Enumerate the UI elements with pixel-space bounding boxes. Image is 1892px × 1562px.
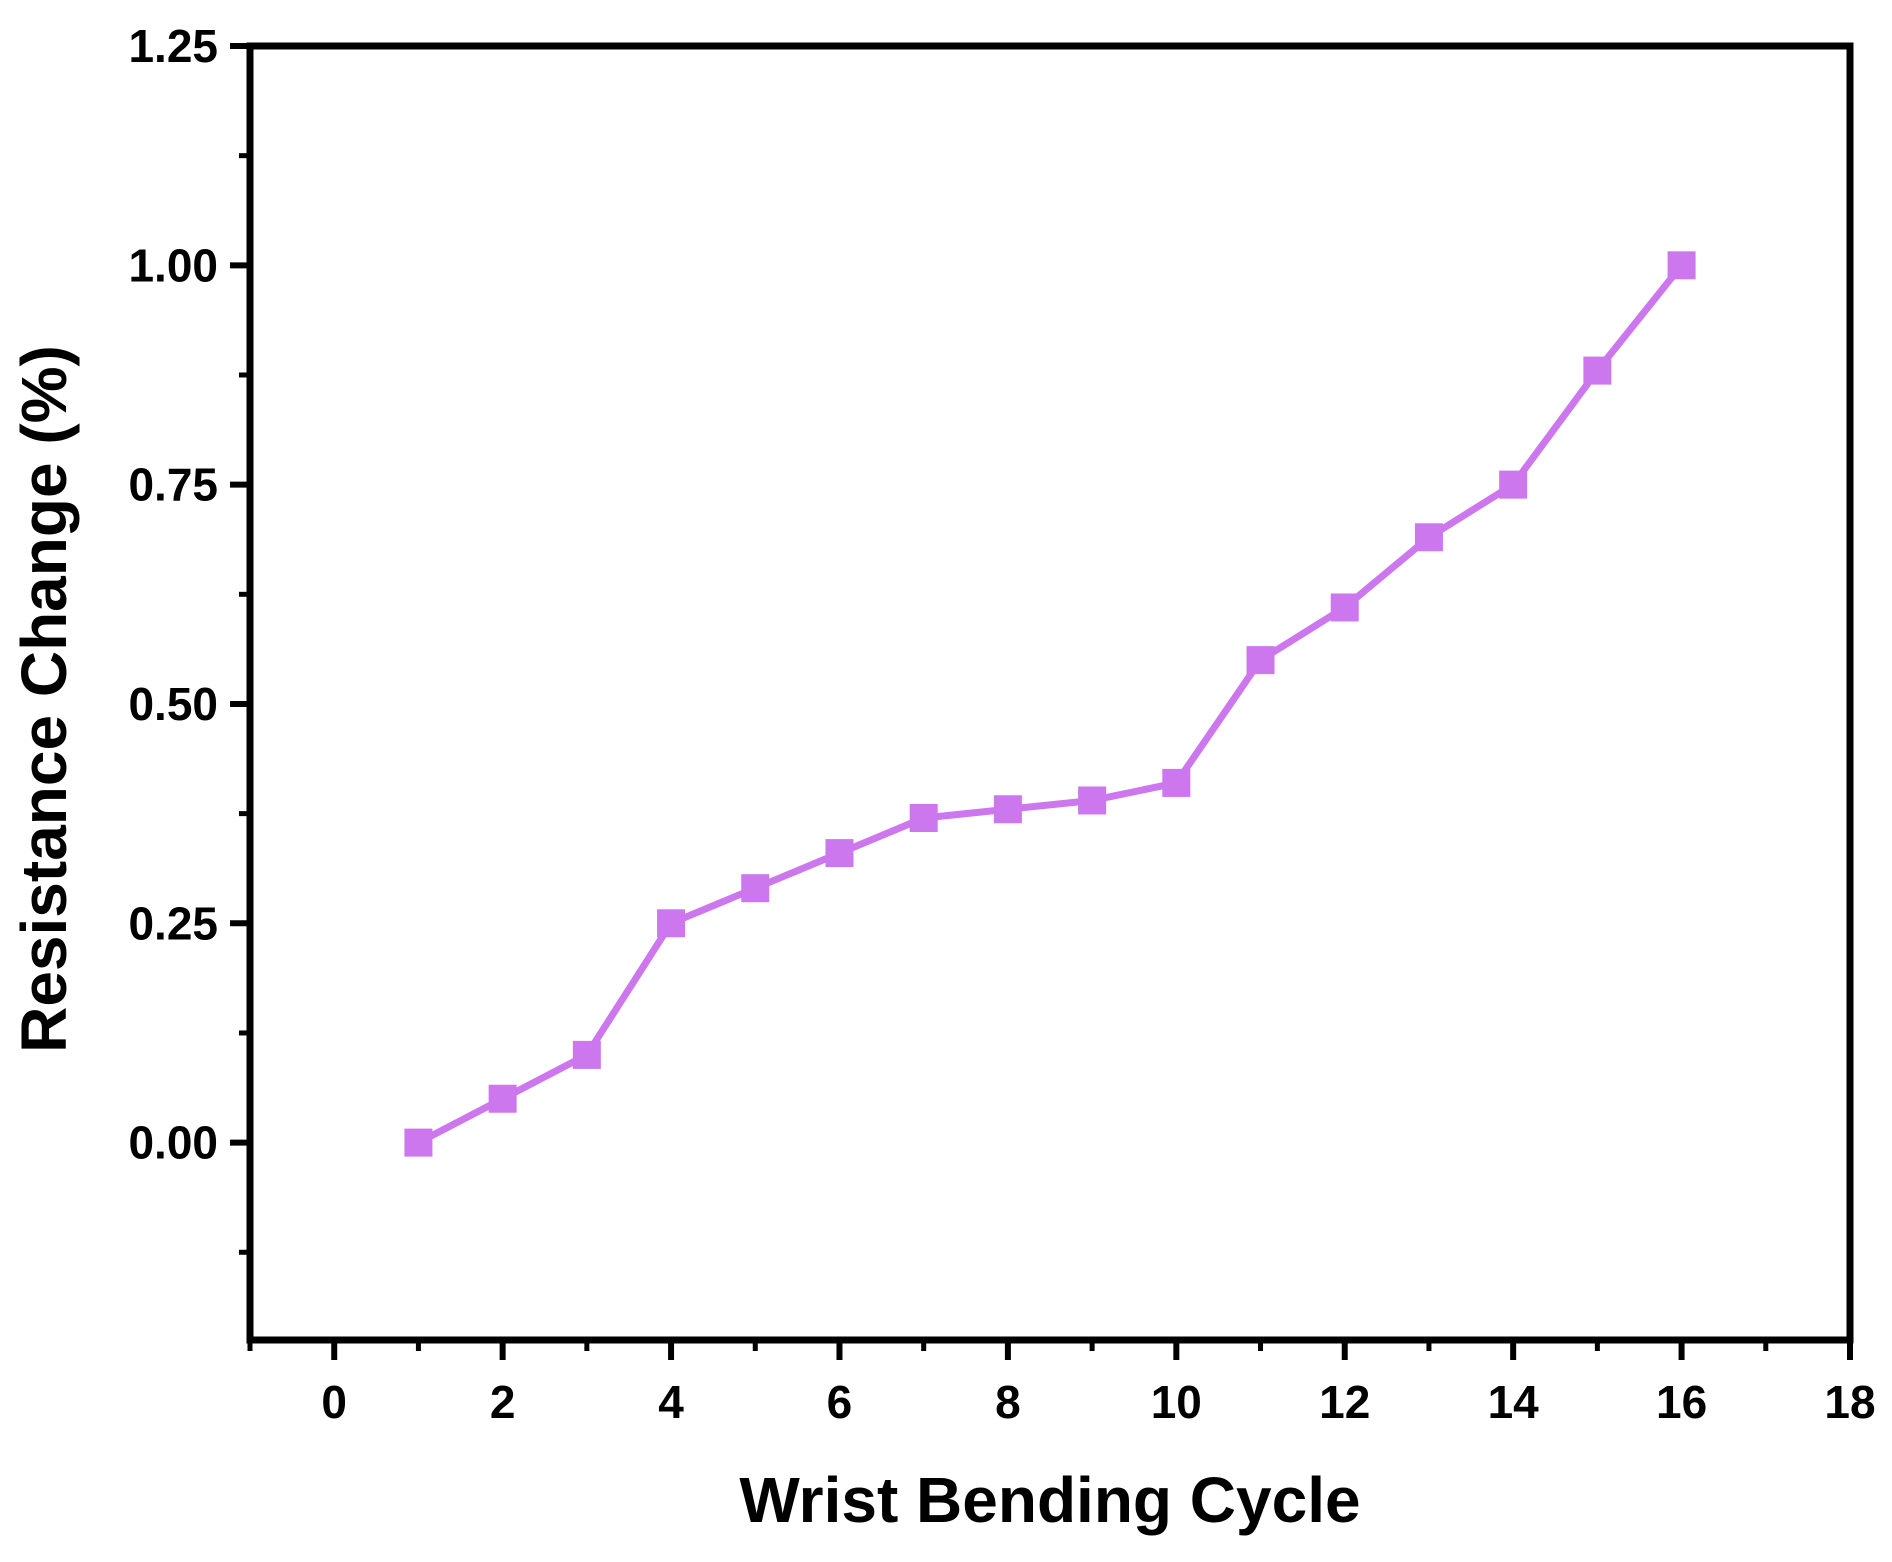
x-tick-label: 10 — [1151, 1376, 1202, 1428]
data-point-marker — [657, 909, 686, 938]
y-tick-label: 0.25 — [128, 897, 218, 949]
series-line — [416, 263, 1685, 1146]
x-tick-label: 0 — [321, 1376, 347, 1428]
y-axis-title: Resistance Change (%) — [8, 345, 80, 1053]
data-point-marker — [1162, 768, 1191, 797]
x-axis-title: Wrist Bending Cycle — [739, 1464, 1360, 1536]
x-tick-label: 2 — [490, 1376, 516, 1428]
data-point-marker — [488, 1084, 517, 1113]
data-point-marker — [1330, 593, 1359, 622]
x-tick-label: 18 — [1824, 1376, 1875, 1428]
series-layer — [404, 251, 1696, 1157]
data-point-marker — [404, 1128, 433, 1157]
y-tick-label: 1.25 — [128, 20, 218, 72]
x-tick-labels: 0 2 4 6 8 10 12 14 16 18 — [321, 1376, 1875, 1428]
x-tick-label: 12 — [1319, 1376, 1370, 1428]
x-tick-label: 6 — [827, 1376, 853, 1428]
data-point-marker — [572, 1040, 601, 1069]
x-tick-label: 16 — [1656, 1376, 1707, 1428]
y-tick-labels: 0.00 0.25 0.50 0.75 1.00 1.25 — [128, 20, 218, 1169]
data-point-marker — [741, 874, 770, 903]
data-point-marker — [1414, 523, 1443, 552]
x-tick-label: 8 — [995, 1376, 1021, 1428]
x-tick-label: 4 — [658, 1376, 684, 1428]
y-tick-label: 0.00 — [128, 1117, 218, 1169]
data-point-marker — [1667, 251, 1696, 280]
y-tick-label: 0.50 — [128, 678, 218, 730]
x-tick-label: 14 — [1488, 1376, 1540, 1428]
y-tick-label: 1.00 — [128, 239, 218, 291]
data-point-marker — [909, 804, 938, 833]
data-point-marker — [1078, 786, 1107, 815]
y-tick-label: 0.75 — [128, 459, 218, 511]
data-point-marker — [993, 795, 1022, 824]
plot-frame — [246, 42, 1854, 1344]
data-point-marker — [825, 839, 854, 868]
data-point-marker — [1246, 646, 1275, 675]
data-point-marker — [1583, 356, 1612, 385]
data-point-marker — [1499, 470, 1528, 499]
